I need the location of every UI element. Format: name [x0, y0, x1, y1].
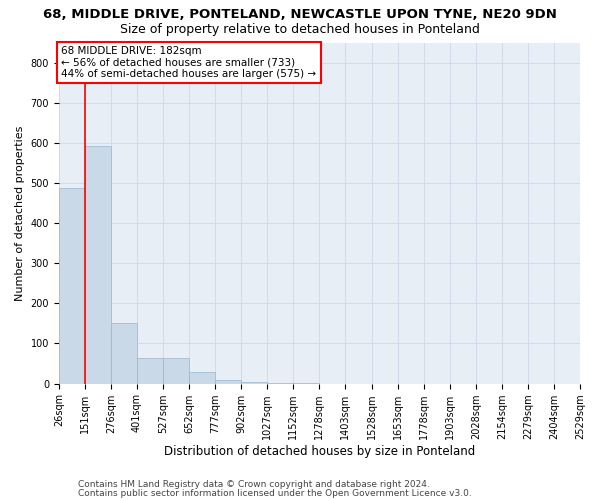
Bar	[215, 380, 241, 384]
Bar	[267, 383, 293, 384]
Text: 68 MIDDLE DRIVE: 182sqm
← 56% of detached houses are smaller (733)
44% of semi-d: 68 MIDDLE DRIVE: 182sqm ← 56% of detache…	[61, 46, 317, 79]
Bar	[189, 372, 215, 384]
Bar	[241, 382, 267, 384]
X-axis label: Distribution of detached houses by size in Ponteland: Distribution of detached houses by size …	[164, 444, 475, 458]
Bar	[111, 324, 137, 384]
Bar	[85, 146, 111, 384]
Text: Size of property relative to detached houses in Ponteland: Size of property relative to detached ho…	[120, 22, 480, 36]
Text: Contains HM Land Registry data © Crown copyright and database right 2024.: Contains HM Land Registry data © Crown c…	[78, 480, 430, 489]
Y-axis label: Number of detached properties: Number of detached properties	[15, 126, 25, 300]
Bar	[59, 188, 85, 384]
Bar	[163, 358, 189, 384]
Text: Contains public sector information licensed under the Open Government Licence v3: Contains public sector information licen…	[78, 488, 472, 498]
Text: 68, MIDDLE DRIVE, PONTELAND, NEWCASTLE UPON TYNE, NE20 9DN: 68, MIDDLE DRIVE, PONTELAND, NEWCASTLE U…	[43, 8, 557, 20]
Bar	[137, 358, 163, 384]
